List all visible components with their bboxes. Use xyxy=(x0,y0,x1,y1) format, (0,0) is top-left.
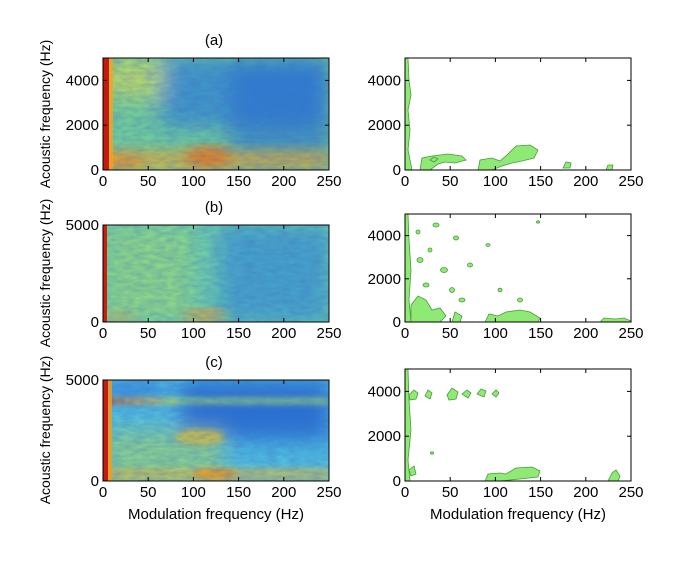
panel-b-spectrogram: (b) xyxy=(103,199,329,322)
x-tick-label: 0 xyxy=(401,173,409,190)
y-tick-label: 4000 xyxy=(66,72,99,89)
x-tick-label: 200 xyxy=(573,173,598,190)
axes-2: 0 50 100 150 200 250 0 2000 4000 xyxy=(368,57,644,190)
x-tick-label: 200 xyxy=(573,484,598,501)
y-tick-label: 2000 xyxy=(66,117,99,134)
x-tick-label: 200 xyxy=(573,325,598,342)
y-tick-label: 4000 xyxy=(368,228,401,245)
y-tick-label: 2000 xyxy=(368,428,401,445)
x-tick-label: 50 xyxy=(442,173,459,190)
axes-6: 0 50 100 150 200 250 0 2000 4000 xyxy=(368,368,644,501)
axes-frame xyxy=(102,379,330,482)
axes-3: 0 50 100 150 200 250 0 5000 xyxy=(66,217,342,342)
x-tick-label: 100 xyxy=(181,173,206,190)
panel-b-contours xyxy=(405,214,631,322)
x-tick-label: 100 xyxy=(181,484,206,501)
axes-frame xyxy=(102,57,330,171)
x-tick-label: 0 xyxy=(99,484,107,501)
y-tick-label: 2000 xyxy=(368,271,401,288)
x-tick-label: 250 xyxy=(618,325,643,342)
x-tick-label: 0 xyxy=(99,325,107,342)
x-tick-label: 100 xyxy=(483,325,508,342)
contour-b-regions xyxy=(405,214,631,322)
panel-b-ylabel: Acoustic frequency (Hz) xyxy=(37,199,53,348)
spectrogram-a-image xyxy=(103,58,329,170)
y-tick-label: 0 xyxy=(393,162,401,179)
panel-c-spectrogram: (c) xyxy=(103,354,329,481)
panel-a-ylabel: Acoustic frequency (Hz) xyxy=(37,40,53,189)
axes-frame xyxy=(404,57,632,171)
axes-frame xyxy=(404,368,632,482)
x-tick-label: 0 xyxy=(401,484,409,501)
x-tick-label: 0 xyxy=(401,325,409,342)
x-tick-label: 250 xyxy=(618,484,643,501)
panel-c-title: (c) xyxy=(205,354,223,371)
spectrogram-c-image xyxy=(103,380,329,481)
panel-a-spectrogram: (a) xyxy=(103,32,329,170)
y-tick-label: 0 xyxy=(91,473,99,490)
x-tick-label: 0 xyxy=(99,173,107,190)
axes-4: 0 50 100 150 200 250 0 2000 4000 xyxy=(368,213,644,342)
x-tick-label: 50 xyxy=(140,325,157,342)
x-tick-label: 200 xyxy=(271,173,296,190)
y-tick-label: 5000 xyxy=(66,372,99,389)
y-tick-label: 0 xyxy=(91,314,99,331)
panel-a-contours xyxy=(405,58,614,170)
y-tick-label: 0 xyxy=(91,162,99,179)
contour-c-xlabel: Modulation frequency (Hz) xyxy=(430,506,606,523)
x-tick-label: 150 xyxy=(226,325,251,342)
y-tick-label: 0 xyxy=(393,314,401,331)
y-tick-label: 2000 xyxy=(368,117,401,134)
x-tick-label: 50 xyxy=(442,325,459,342)
x-tick-label: 150 xyxy=(528,173,553,190)
x-tick-label: 250 xyxy=(316,484,341,501)
contour-a-regions xyxy=(405,58,614,170)
x-tick-label: 100 xyxy=(483,484,508,501)
x-tick-label: 50 xyxy=(140,173,157,190)
x-tick-label: 250 xyxy=(618,173,643,190)
x-tick-label: 200 xyxy=(271,325,296,342)
x-tick-label: 50 xyxy=(140,484,157,501)
panel-c-ylabel: Acoustic frequency (Hz) xyxy=(37,356,53,505)
y-tick-label: 4000 xyxy=(368,383,401,400)
x-tick-label: 150 xyxy=(528,484,553,501)
x-tick-label: 50 xyxy=(442,484,459,501)
y-tick-label: 0 xyxy=(393,473,401,490)
panel-c-contours xyxy=(405,369,621,481)
y-tick-label: 4000 xyxy=(368,72,401,89)
panel-b-title: (b) xyxy=(205,199,223,216)
axes-1: 0 50 100 150 200 250 0 2000 4000 xyxy=(66,57,342,190)
spectrogram-b-image xyxy=(103,225,329,322)
axes-frame xyxy=(102,224,330,323)
x-tick-label: 150 xyxy=(226,173,251,190)
panel-a-title: (a) xyxy=(205,32,223,49)
x-tick-label: 250 xyxy=(316,173,341,190)
x-tick-label: 250 xyxy=(316,325,341,342)
axes-5: 0 50 100 150 200 250 0 5000 xyxy=(66,372,342,501)
axes-frame xyxy=(404,213,632,323)
x-tick-label: 150 xyxy=(528,325,553,342)
contour-c-regions xyxy=(405,369,621,481)
x-tick-label: 100 xyxy=(483,173,508,190)
panel-c-xlabel: Modulation frequency (Hz) xyxy=(128,506,304,523)
y-tick-label: 5000 xyxy=(66,217,99,234)
x-tick-label: 150 xyxy=(226,484,251,501)
x-tick-label: 200 xyxy=(271,484,296,501)
x-tick-label: 100 xyxy=(181,325,206,342)
